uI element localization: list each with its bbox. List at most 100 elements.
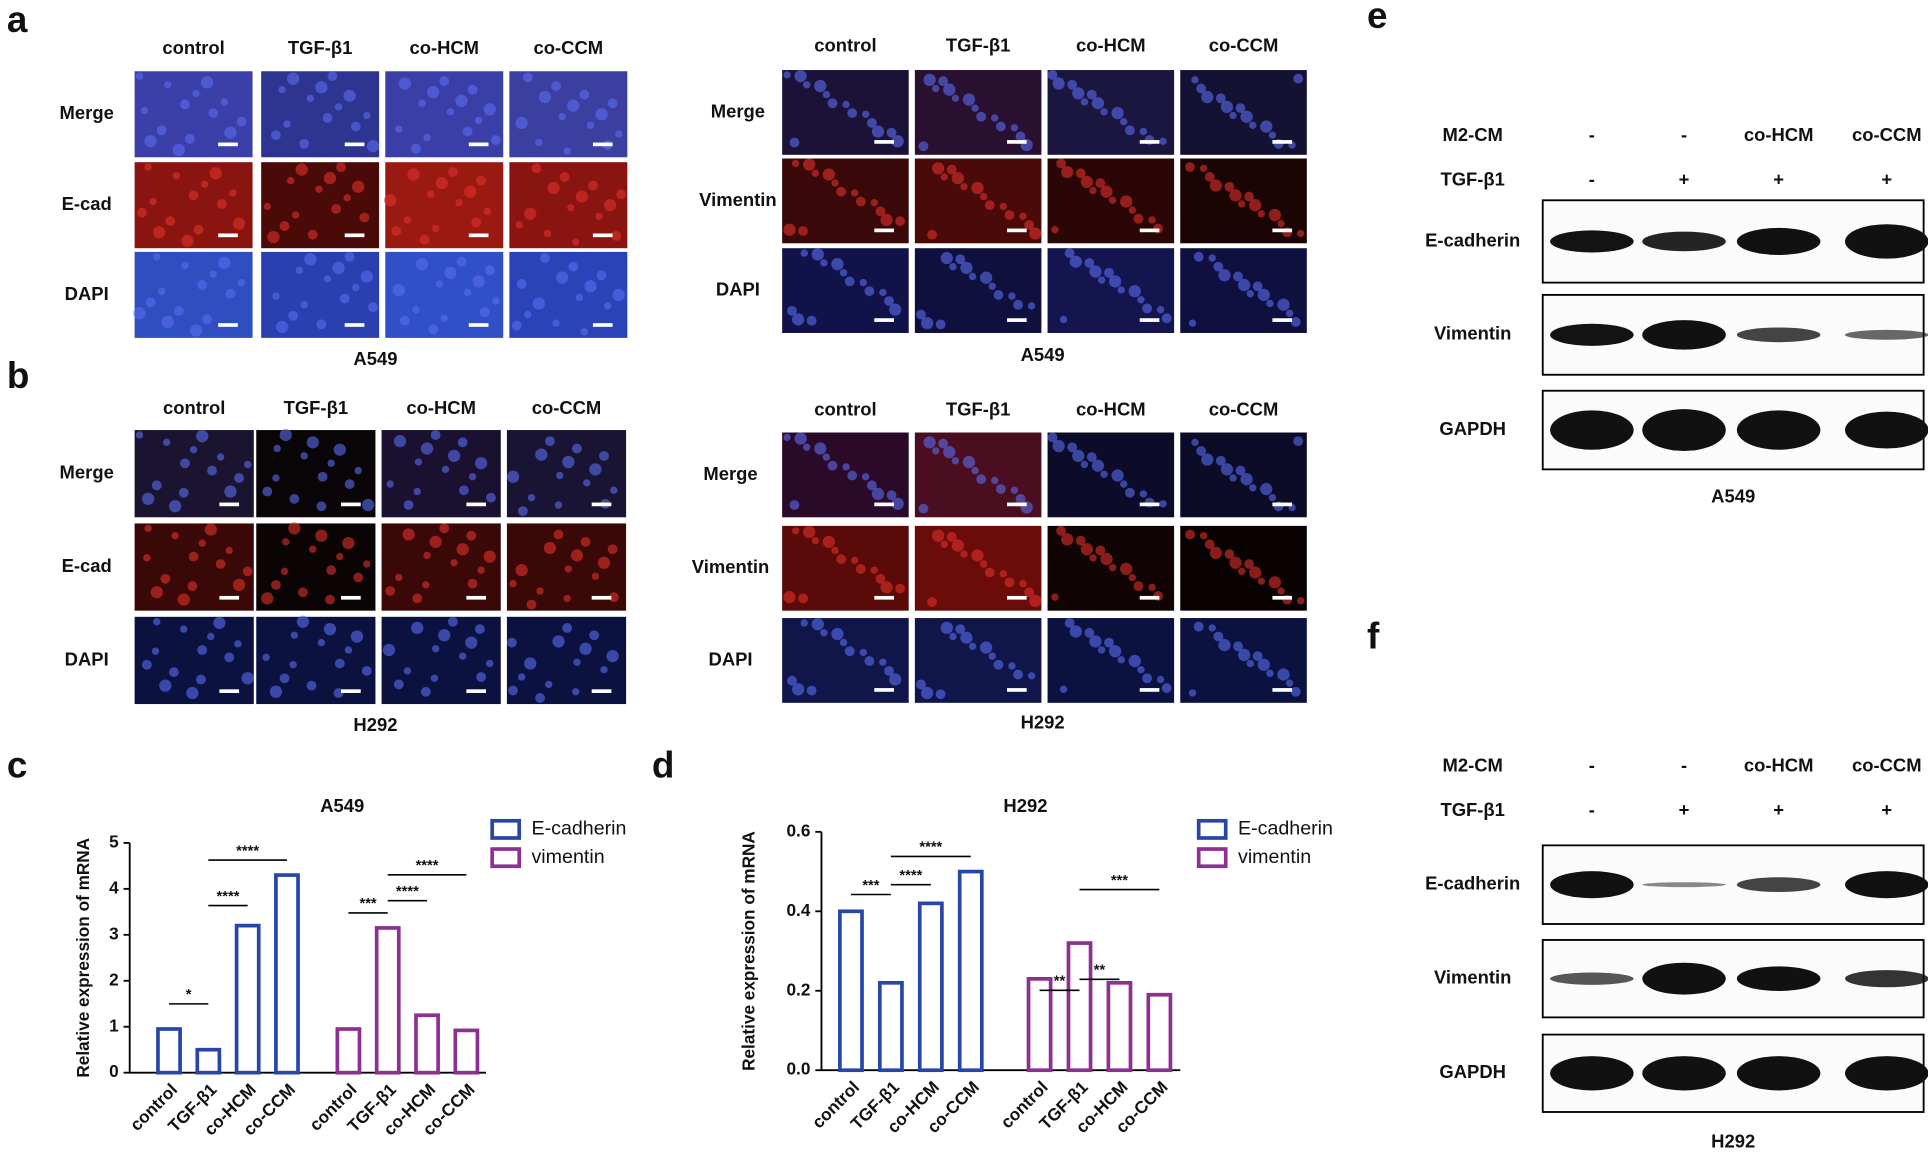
cell	[1193, 621, 1204, 632]
cell	[999, 202, 1008, 211]
cell	[916, 679, 926, 690]
cell	[1029, 594, 1042, 607]
cell	[787, 305, 797, 316]
cell	[241, 672, 254, 685]
cell	[1133, 581, 1144, 592]
condition-value: +	[1679, 799, 1690, 820]
scale-bar	[218, 142, 238, 147]
scale-bar	[874, 595, 894, 600]
cell	[1128, 206, 1137, 214]
cell	[1285, 309, 1294, 318]
cell	[1201, 453, 1214, 466]
cell	[1108, 196, 1117, 204]
cell	[298, 587, 308, 598]
scale-bar	[592, 142, 613, 147]
scale-bar	[592, 323, 613, 327]
cell	[295, 266, 303, 275]
panel-letter: b	[7, 355, 30, 396]
cell	[988, 652, 996, 660]
cell	[570, 549, 584, 562]
cell	[822, 535, 835, 549]
cell	[1204, 172, 1215, 182]
cell	[483, 103, 496, 116]
bar	[374, 926, 401, 1075]
cell	[200, 76, 214, 89]
cell	[207, 632, 215, 641]
cell	[1293, 73, 1304, 84]
cell	[847, 108, 858, 118]
condition-value: -	[1589, 799, 1595, 820]
cell	[165, 216, 176, 227]
cell	[269, 685, 283, 698]
cell	[603, 199, 617, 212]
cell	[938, 76, 949, 87]
cell	[1056, 158, 1066, 169]
cell	[1089, 265, 1102, 278]
cell	[886, 490, 897, 501]
cell	[197, 280, 208, 290]
cell	[870, 566, 878, 574]
cell	[140, 106, 149, 115]
y-tick-label: 0	[109, 1061, 119, 1081]
band	[1550, 230, 1634, 253]
cell	[1233, 641, 1243, 652]
cell	[479, 307, 490, 318]
cell	[1051, 593, 1059, 601]
cell	[1277, 587, 1285, 595]
cell	[1159, 500, 1167, 508]
cell	[1120, 480, 1128, 488]
cell	[884, 665, 894, 676]
significance-label: ***	[1111, 873, 1128, 889]
cell	[960, 550, 968, 558]
scale-bar	[466, 502, 487, 507]
band	[1642, 409, 1726, 451]
band	[1736, 327, 1821, 343]
cell	[344, 646, 353, 654]
cell	[446, 108, 455, 116]
cell	[1208, 624, 1216, 632]
scale-bar	[1272, 502, 1293, 507]
blot-label: Vimentin	[1434, 967, 1511, 988]
cell	[184, 133, 195, 144]
y-tick-label: 3	[109, 923, 119, 943]
cell	[181, 234, 194, 247]
cell	[935, 689, 946, 700]
cell	[420, 442, 434, 455]
cell	[811, 536, 820, 545]
cell	[156, 125, 167, 136]
scale-bar	[1007, 228, 1027, 233]
cell	[951, 457, 960, 465]
cell	[216, 199, 227, 209]
scale-bar	[1272, 688, 1293, 692]
cell	[575, 293, 584, 302]
cell	[927, 229, 937, 240]
cell	[1120, 195, 1133, 208]
cell	[558, 113, 566, 121]
cell	[616, 189, 627, 200]
cell	[144, 163, 152, 171]
condition-value: co-HCM	[1744, 755, 1814, 776]
cell	[288, 522, 301, 535]
condition-label: M2-CM	[1443, 124, 1503, 145]
cell	[483, 207, 491, 216]
band	[1642, 882, 1726, 888]
cell	[1196, 83, 1207, 94]
cell	[160, 573, 171, 584]
cell	[455, 94, 468, 107]
cell	[262, 486, 273, 497]
cell	[467, 84, 478, 95]
cell	[1104, 637, 1114, 648]
cell	[202, 314, 213, 325]
cell	[316, 501, 327, 512]
significance-label: ****	[396, 884, 419, 900]
cell	[563, 147, 571, 155]
cell	[441, 465, 450, 474]
band	[1845, 411, 1928, 449]
condition-value: -	[1681, 124, 1687, 145]
band	[1736, 877, 1821, 893]
row-label: DAPI	[65, 648, 109, 669]
scale-bar	[874, 318, 894, 322]
cell	[932, 447, 940, 455]
cell	[1010, 486, 1019, 494]
cell	[279, 673, 290, 684]
